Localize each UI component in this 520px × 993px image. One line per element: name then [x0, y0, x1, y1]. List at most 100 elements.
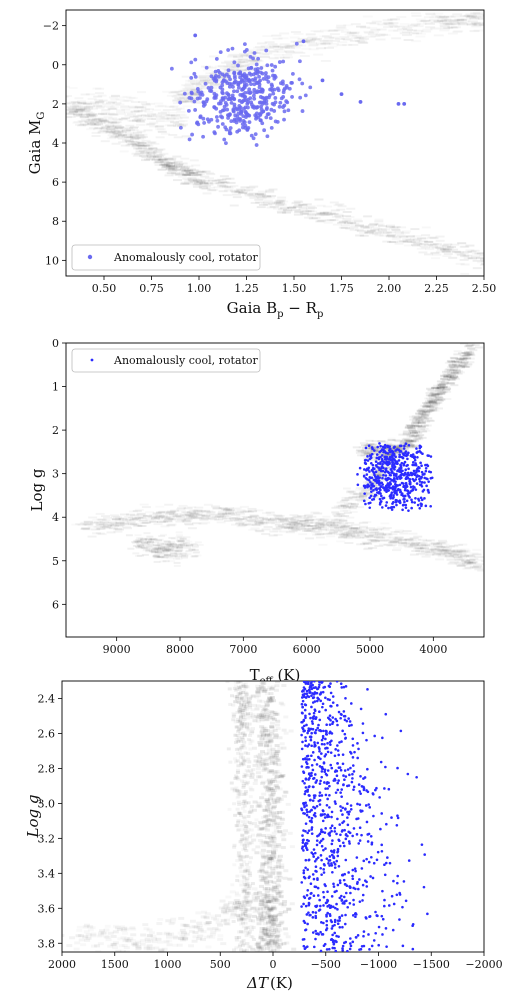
- data-point: [414, 488, 418, 491]
- density-cell: [141, 547, 148, 549]
- density-cell: [359, 234, 369, 237]
- data-point: [269, 107, 274, 112]
- density-cell: [473, 12, 483, 14]
- density-cell: [147, 155, 157, 158]
- density-cell: [259, 48, 270, 51]
- density-cell: [101, 109, 111, 112]
- density-cell: [369, 476, 378, 479]
- density-cell: [115, 517, 125, 520]
- density-cell: [226, 508, 236, 511]
- density-cell: [175, 172, 185, 175]
- data-point: [262, 100, 266, 105]
- density-cell: [360, 26, 371, 29]
- data-point: [368, 476, 372, 479]
- density-cell: [186, 544, 194, 547]
- density-cell: [271, 800, 277, 804]
- density-cell: [474, 346, 483, 349]
- density-cell: [207, 517, 217, 520]
- density-cell: [152, 541, 160, 544]
- density-cell: [428, 400, 437, 403]
- density-cell: [366, 447, 375, 450]
- density-cell: [74, 123, 84, 126]
- density-cell: [324, 46, 335, 49]
- data-point: [363, 484, 367, 488]
- density-cell: [466, 562, 475, 564]
- density-cell: [254, 193, 264, 196]
- density-cell: [112, 124, 122, 127]
- density-cell: [169, 106, 178, 108]
- density-cell: [141, 521, 151, 524]
- density-cell: [179, 165, 189, 168]
- density-cell: [266, 833, 272, 837]
- density-cell: [262, 741, 268, 745]
- density-cell: [351, 536, 361, 539]
- density-cell: [261, 533, 271, 536]
- density-cell: [409, 425, 418, 428]
- density-cell: [368, 458, 377, 461]
- density-cell: [467, 343, 476, 346]
- density-cell: [273, 713, 279, 717]
- density-cell: [70, 101, 80, 104]
- density-cell: [440, 381, 449, 384]
- density-cell: [279, 520, 289, 523]
- density-cell: [161, 165, 171, 168]
- density-cell: [461, 352, 470, 355]
- density-cell: [350, 503, 359, 506]
- density-cell: [349, 527, 359, 530]
- density-cell: [211, 515, 221, 518]
- density-cell: [262, 785, 268, 789]
- density-cell: [154, 551, 162, 554]
- data-point: [214, 57, 219, 61]
- density-cell: [366, 230, 376, 233]
- density-cell: [110, 122, 119, 124]
- density-cell: [408, 432, 417, 435]
- density-cell: [193, 509, 203, 512]
- density-cell: [424, 551, 434, 554]
- density-cell: [421, 555, 431, 558]
- density-cell: [141, 541, 149, 544]
- density-cell: [196, 510, 206, 513]
- density-cell: [459, 357, 468, 360]
- density-cell: [231, 516, 241, 519]
- density-cell: [287, 206, 297, 209]
- density-cell: [267, 738, 273, 742]
- density-cell: [353, 219, 362, 221]
- data-point: [367, 444, 371, 448]
- density-cell: [259, 718, 265, 722]
- density-cell: [475, 9, 485, 11]
- data-point: [381, 476, 384, 480]
- density-cell: [371, 440, 380, 443]
- density-cell: [393, 540, 403, 543]
- density-cell: [262, 196, 272, 199]
- data-point: [384, 484, 388, 488]
- density-cell: [137, 524, 147, 527]
- density-cell: [462, 340, 470, 342]
- data-point: [380, 457, 384, 461]
- density-cell: [135, 144, 145, 147]
- density-cell: [268, 202, 278, 205]
- density-cell: [81, 527, 91, 530]
- density-cell: [181, 511, 191, 514]
- density-cell: [404, 442, 413, 445]
- density-cell: [429, 403, 438, 406]
- density-cell: [264, 880, 270, 884]
- data-point: [388, 494, 392, 498]
- density-cell: [168, 170, 178, 173]
- density-cell: [114, 136, 124, 139]
- density-cell: [269, 686, 275, 690]
- density-cell: [264, 200, 273, 202]
- density-cell: [222, 177, 232, 180]
- density-cell: [311, 527, 321, 530]
- density-cell: [332, 513, 341, 516]
- density-cell: [268, 769, 274, 773]
- density-cell: [238, 61, 248, 63]
- density-cell: [376, 536, 386, 539]
- density-cell: [78, 113, 88, 116]
- density-cell: [262, 707, 268, 711]
- density-cell: [284, 526, 294, 529]
- data-point: [394, 455, 397, 459]
- density-cell: [370, 483, 379, 486]
- density-cell: [443, 253, 453, 256]
- density-cell: [264, 41, 275, 44]
- density-cell: [390, 451, 399, 454]
